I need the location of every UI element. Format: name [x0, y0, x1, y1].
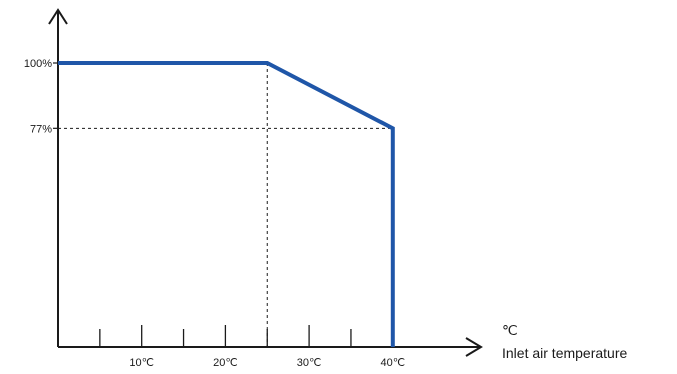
- y-tick-label: 77%: [30, 123, 52, 135]
- x-axis-arrow-icon: [465, 337, 483, 357]
- x-tick-label: 40℃: [381, 357, 406, 369]
- series-line: [58, 61, 395, 347]
- x-axis-unit: ℃: [502, 322, 518, 338]
- x-tick-label: 30℃: [297, 357, 322, 369]
- y-tick-label: 100%: [24, 58, 52, 70]
- x-tick-label: 10℃: [129, 357, 154, 369]
- series-layer: [58, 61, 395, 347]
- reference-lines: [58, 62, 394, 347]
- x-axis-title: Inlet air temperature: [502, 345, 627, 361]
- labels: ℃ Inlet air temperature 10℃ 20℃ 30℃ 40℃ 100%…: [24, 58, 628, 369]
- y-axis-arrow-icon: [48, 8, 68, 25]
- x-tick-label: 20℃: [213, 357, 238, 369]
